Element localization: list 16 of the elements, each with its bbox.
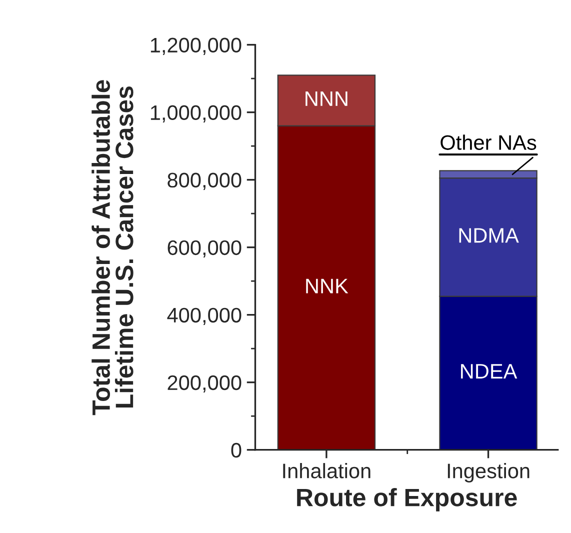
- series-label: NNK: [306, 278, 348, 294]
- y-tick-label: 1,200,000: [150, 38, 242, 55]
- series-label: Other NAs: [440, 134, 536, 150]
- y-tick-label: 0: [231, 442, 242, 458]
- series-label: NDEA: [461, 364, 518, 378]
- y-tick-label: 600,000: [168, 240, 242, 258]
- y-tick-label: 200,000: [168, 375, 242, 393]
- x-tick-label: Inhalation: [283, 463, 370, 478]
- y-axis-title: Total Number of Attributable Lifetime U.S. Cancer Cases: [92, 80, 134, 416]
- series-label: NNN: [306, 92, 348, 106]
- x-tick-label: Ingestion: [448, 463, 530, 482]
- x-axis-title: Route of Exposure: [297, 488, 517, 512]
- series-label: NDMA: [459, 228, 519, 243]
- y-tick-label: 400,000: [167, 308, 242, 326]
- y-tick-label: 1,000,000: [150, 105, 242, 122]
- y-tick-label: 800,000: [168, 172, 242, 190]
